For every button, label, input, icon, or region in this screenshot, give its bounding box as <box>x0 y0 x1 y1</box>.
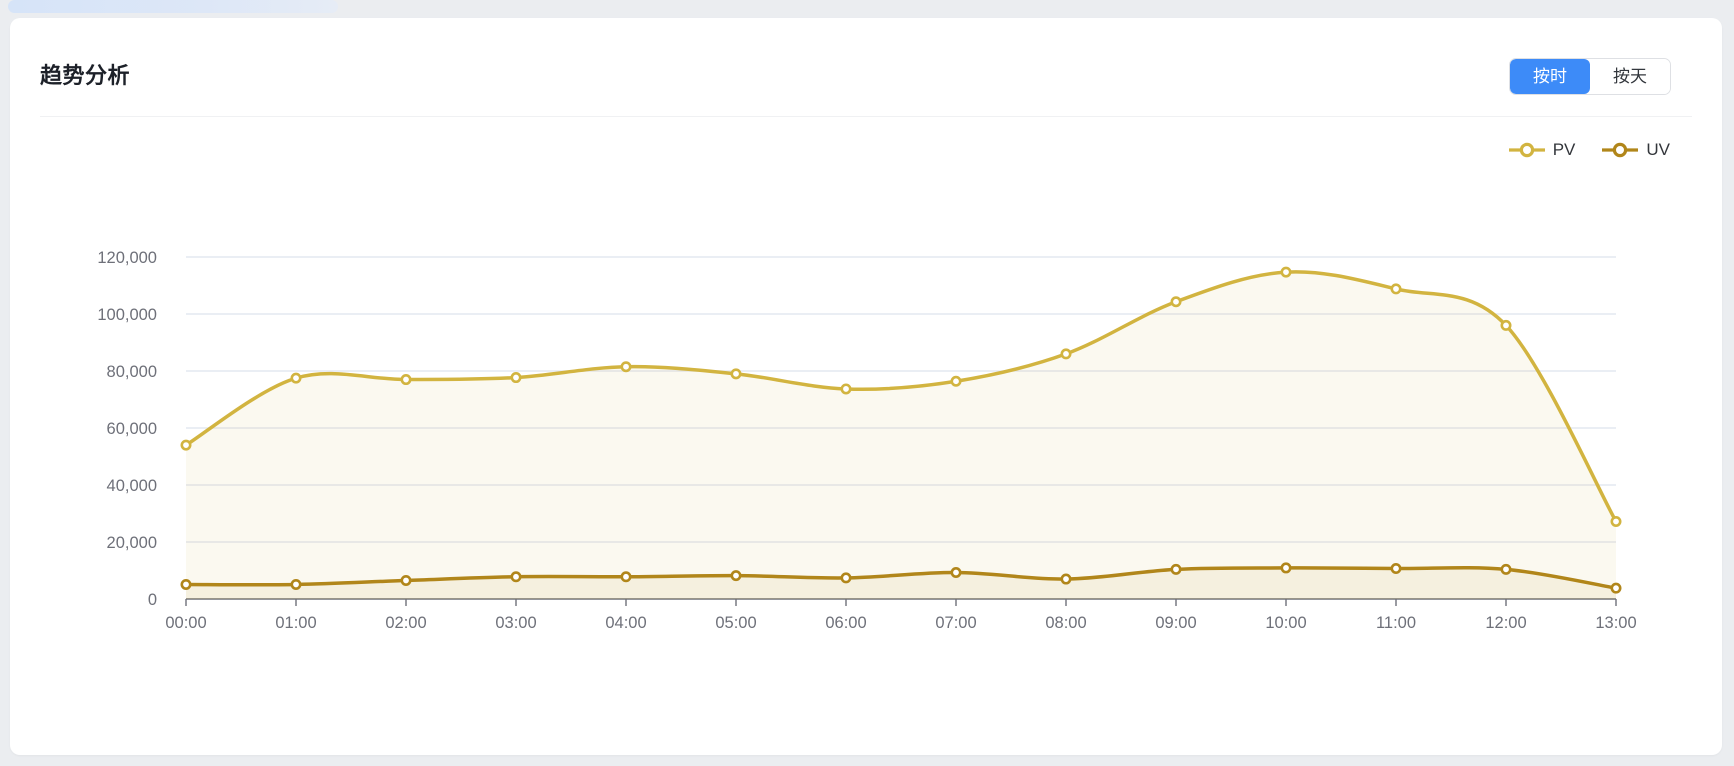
legend-item-uv[interactable]: UV <box>1601 140 1670 160</box>
legend-marker-icon <box>1508 142 1545 158</box>
trend-analysis-card: 趋势分析 按时 按天 PV UV 0 20,000 40,000 60,000 80,00… <box>10 18 1722 755</box>
pv-data-point[interactable] <box>1500 319 1512 331</box>
x-axis-label: 11:00 <box>1376 614 1416 632</box>
uv-data-point[interactable] <box>1170 563 1182 575</box>
pv-data-point[interactable] <box>1060 348 1072 360</box>
page-title: 趋势分析 <box>40 63 131 88</box>
y-axis-label: 80,000 <box>107 363 157 381</box>
y-axis-label: 120,000 <box>97 249 157 267</box>
x-axis-label: 02:00 <box>385 614 426 632</box>
uv-data-point[interactable] <box>950 566 962 578</box>
x-axis-label: 13:00 <box>1595 614 1636 632</box>
legend-label: UV <box>1646 140 1670 159</box>
x-axis-label: 12:00 <box>1485 614 1526 632</box>
pv-data-point[interactable] <box>840 383 852 395</box>
y-axis-label: 40,000 <box>107 477 157 495</box>
pv-data-point[interactable] <box>510 372 522 384</box>
x-axis-label: 07:00 <box>935 614 976 632</box>
pv-data-point[interactable] <box>1170 296 1182 308</box>
pv-data-point[interactable] <box>950 375 962 387</box>
x-axis-label: 06:00 <box>825 614 866 632</box>
legend-item-pv[interactable]: PV <box>1508 140 1576 160</box>
legend-label: PV <box>1552 140 1576 159</box>
uv-line <box>184 565 1618 590</box>
uv-data-point[interactable] <box>1610 582 1622 594</box>
uv-data-point[interactable] <box>620 571 632 583</box>
uv-data-point[interactable] <box>510 571 522 583</box>
chart-legend: PV UV <box>1508 140 1670 160</box>
top-highlight-decoration <box>8 0 338 13</box>
toggle-daily-button[interactable]: 按天 <box>1590 59 1670 94</box>
pv-data-point[interactable] <box>1280 266 1292 278</box>
pv-data-point[interactable] <box>400 374 412 386</box>
header-divider <box>40 116 1692 117</box>
uv-area <box>186 567 1616 599</box>
x-axis-label: 10:00 <box>1265 614 1306 632</box>
uv-data-point[interactable] <box>840 572 852 584</box>
y-axis-label: 0 <box>148 591 157 609</box>
trend-line-chart[interactable]: 0 20,000 40,000 60,000 80,000 100,000 120,000 0… <box>10 18 1722 755</box>
uv-data-point[interactable] <box>1390 563 1402 575</box>
pv-area <box>186 271 1616 599</box>
uv-data-point[interactable] <box>180 578 192 590</box>
x-axis-label: 08:00 <box>1045 614 1086 632</box>
uv-data-point[interactable] <box>730 570 742 582</box>
uv-data-point[interactable] <box>400 574 412 586</box>
y-axis-label: 100,000 <box>97 306 157 324</box>
pv-data-point[interactable] <box>290 372 302 384</box>
y-axis-label: 20,000 <box>107 534 157 552</box>
pv-line <box>184 270 1618 524</box>
uv-data-point[interactable] <box>1060 573 1072 585</box>
pv-data-point[interactable] <box>620 361 632 373</box>
x-axis-label: 01:00 <box>275 614 316 632</box>
x-axis-label: 04:00 <box>605 614 646 632</box>
legend-marker-icon <box>1602 142 1639 158</box>
pv-data-point[interactable] <box>1610 515 1622 527</box>
time-granularity-toggle: 按时 按天 <box>1509 58 1671 95</box>
uv-data-point[interactable] <box>1500 563 1512 575</box>
x-axis-label: 09:00 <box>1155 614 1196 632</box>
toggle-hourly-button[interactable]: 按时 <box>1510 59 1590 94</box>
y-axis-label: 60,000 <box>107 420 157 438</box>
x-axis-label: 05:00 <box>715 614 756 632</box>
x-axis-label: 00:00 <box>165 614 206 632</box>
pv-data-point[interactable] <box>1390 283 1402 295</box>
pv-data-point[interactable] <box>730 368 742 380</box>
pv-data-point[interactable] <box>180 439 192 451</box>
uv-data-point[interactable] <box>1280 562 1292 574</box>
uv-data-point[interactable] <box>290 578 302 590</box>
x-axis-label: 03:00 <box>495 614 536 632</box>
